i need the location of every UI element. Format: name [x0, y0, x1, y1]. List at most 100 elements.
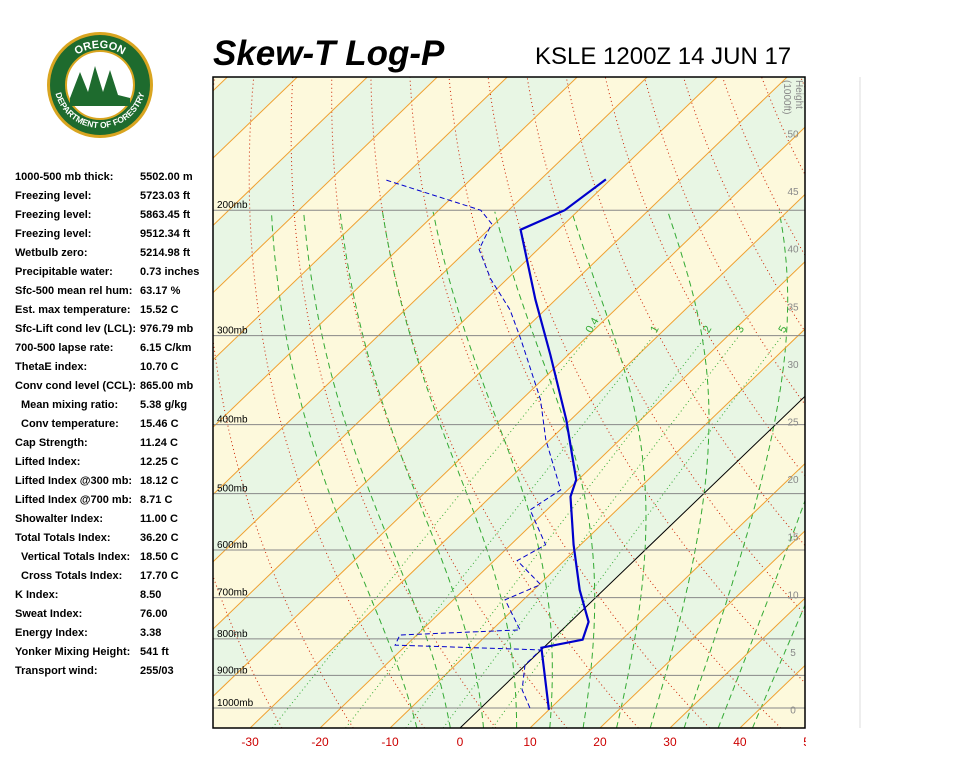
index-value: 5502.00 m: [140, 171, 193, 183]
isotherm: [319, 261, 805, 728]
y2-axis-unit: (1000ft): [781, 80, 792, 114]
x-tick-label: 40: [733, 735, 747, 749]
index-label: Freezing level:: [15, 190, 91, 202]
indices-table: 1000-500 mb thick: 5502.00 m Freezing leve…: [15, 171, 199, 677]
index-label: Energy Index:: [15, 627, 88, 639]
index-label: Cross Totals Index:: [21, 570, 122, 582]
temperature-line: [519, 178, 607, 710]
index-label: Freezing level:: [15, 228, 91, 240]
index-value: 8.50: [140, 589, 161, 601]
soundings: [383, 178, 607, 710]
x-tick-label: 50: [803, 735, 817, 749]
chart-title: Skew-T Log-P: [213, 34, 445, 73]
index-label: K Index:: [15, 589, 58, 601]
mixing-ratio-line: [442, 337, 739, 728]
dry-adiabat: [526, 77, 805, 616]
moist-adiabat: [382, 211, 518, 728]
index-label: Sfc-500 mean rel hum:: [15, 285, 132, 297]
x-tick-label: 20: [593, 735, 607, 749]
logo-ground: [70, 98, 130, 106]
index-value: 5.38 g/kg: [140, 399, 187, 411]
index-value: 5214.98 ft: [140, 247, 190, 259]
isotherm: [810, 77, 960, 728]
index-label: Lifted Index:: [15, 456, 80, 468]
mixing-ratio-label: 1: [648, 324, 661, 335]
y-tick-label: 1000mb: [217, 698, 254, 709]
isotherm: [213, 77, 438, 294]
dry-adiabat: [213, 77, 354, 728]
index-value: 541 ft: [140, 646, 169, 658]
x-tick-label: 30: [663, 735, 677, 749]
mixing-ratio-label: 3: [734, 324, 747, 335]
plot-frame: [212, 76, 806, 729]
y-tick-label: 400mb: [217, 415, 248, 426]
index-label: Lifted Index @300 mb:: [15, 475, 132, 487]
index-label: Conv cond level (CCL):: [15, 380, 136, 392]
dry-adiabat: [448, 77, 782, 728]
temperature-band: [213, 77, 805, 697]
index-label: Cap Strength:: [15, 437, 88, 449]
index-value: 9512.34 ft: [140, 228, 190, 240]
y-tick-label: 500mb: [217, 484, 248, 495]
index-value: 10.70 C: [140, 361, 179, 373]
index-value: 8.71 C: [140, 494, 172, 506]
index-value: 6.15 C/km: [140, 342, 192, 354]
y-tick-label: 200mb: [217, 200, 248, 211]
y2-tick-label: 20: [787, 475, 799, 486]
mixing-ratio-line: [492, 337, 782, 728]
index-value: 0.73 inches: [140, 266, 199, 278]
moist-adiabat: [270, 211, 418, 728]
mixing-ratio-label: 5: [776, 324, 789, 335]
index-value: 865.00 mb: [140, 380, 193, 392]
index-label: Lifted Index @700 mb:: [15, 494, 132, 506]
index-label: Total Totals Index:: [15, 532, 111, 544]
dry-adiabat: [914, 70, 960, 728]
moist-adiabat: [571, 211, 647, 728]
dry-adiabat: [370, 77, 639, 728]
index-label: 700-500 lapse rate:: [15, 342, 113, 354]
y-tick-label: 900mb: [217, 665, 248, 676]
dry-adiabat: [290, 77, 497, 728]
logo-top-text: OREGON: [73, 39, 128, 58]
index-label: Est. max temperature:: [15, 304, 131, 316]
y2-tick-label: 0: [790, 706, 796, 717]
logo-top: OREGON: [73, 39, 128, 58]
index-value: 11.00 C: [140, 513, 178, 525]
dry-adiabat: [953, 70, 960, 728]
index-value: 11.24 C: [140, 437, 178, 449]
x-tick-label: -30: [241, 735, 259, 749]
moist-adiabat: [683, 211, 789, 728]
dry-adiabat: [487, 77, 805, 684]
background: [213, 70, 960, 728]
dry-adiabat: [331, 77, 568, 728]
x-tick-label: 10: [523, 735, 537, 749]
index-value: 15.52 C: [140, 304, 179, 316]
index-value: 17.70 C: [140, 570, 179, 582]
y2-tick-label: 5: [790, 648, 796, 659]
temperature-band: [213, 127, 805, 728]
index-value: 63.17 %: [140, 285, 181, 297]
index-value: 36.20 C: [140, 532, 179, 544]
y2-tick-label: 35: [787, 302, 799, 313]
dry-adiabat: [800, 77, 805, 89]
isotherm: [213, 77, 788, 630]
logo: OREGON DEPARTMENT OF FORESTRY: [47, 32, 153, 138]
index-label: 1000-500 mb thick:: [15, 171, 113, 183]
logo-trees: [70, 66, 130, 98]
y2-tick-label: 25: [787, 418, 799, 429]
index-value: 255/03: [140, 665, 174, 677]
y2-tick-label: 50: [787, 129, 799, 140]
index-value: 18.12 C: [140, 475, 179, 487]
y2-tick-label: 45: [787, 187, 799, 198]
index-label: Conv temperature:: [21, 418, 119, 430]
isotherm: [249, 193, 805, 728]
index-value: 12.25 C: [140, 456, 179, 468]
index-label: Precipitable water:: [15, 266, 113, 278]
isotherm: [389, 328, 805, 728]
moist-adiabat: [494, 211, 596, 728]
isotherm: [669, 597, 805, 728]
dry-adiabat: [682, 77, 805, 333]
index-value: 5723.03 ft: [140, 190, 190, 202]
index-label: ThetaE index:: [15, 361, 87, 373]
